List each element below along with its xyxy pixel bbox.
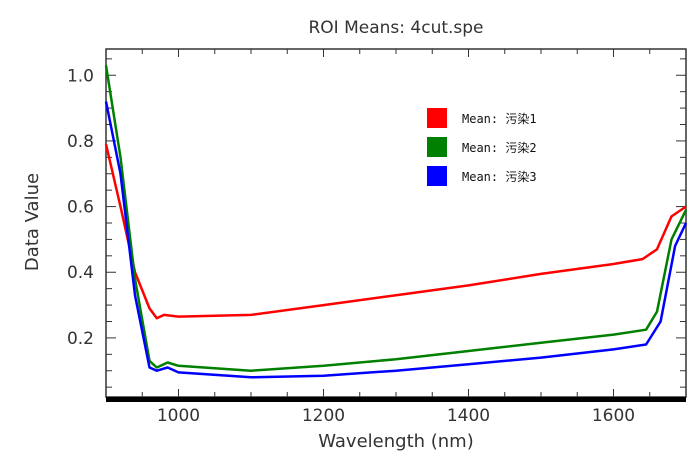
y-axis-label: Data Value — [22, 173, 43, 271]
y-tick-label: 0.6 — [67, 198, 94, 218]
x-tick-label: 1400 — [447, 406, 490, 426]
legend-swatch-2 — [427, 137, 447, 157]
plot-frame — [105, 48, 687, 398]
y-tick-label: 0.8 — [67, 132, 94, 152]
x-tick-label: 1200 — [302, 406, 345, 426]
chart-title: ROI Means: 4cut.spe — [308, 18, 483, 38]
x-tick-label: 1000 — [157, 406, 200, 426]
series-line-2 — [104, 65, 688, 372]
series-line-1 — [104, 143, 687, 320]
legend-label-1: Mean: 污染1 — [462, 111, 537, 126]
legend-swatch-1 — [427, 108, 447, 128]
x-tick-label: 1600 — [592, 406, 635, 426]
legend-swatch-3 — [427, 166, 447, 186]
series-line-3 — [104, 101, 688, 379]
x-axis-bar — [106, 397, 686, 402]
x-axis-label: Wavelength (nm) — [318, 431, 474, 452]
legend-label-2: Mean: 污染2 — [462, 140, 537, 155]
y-tick-label: 0.2 — [67, 329, 94, 349]
y-tick-label: 1.0 — [67, 66, 94, 86]
legend-label-3: Mean: 污染3 — [462, 169, 537, 184]
y-tick-label: 0.4 — [67, 263, 94, 283]
